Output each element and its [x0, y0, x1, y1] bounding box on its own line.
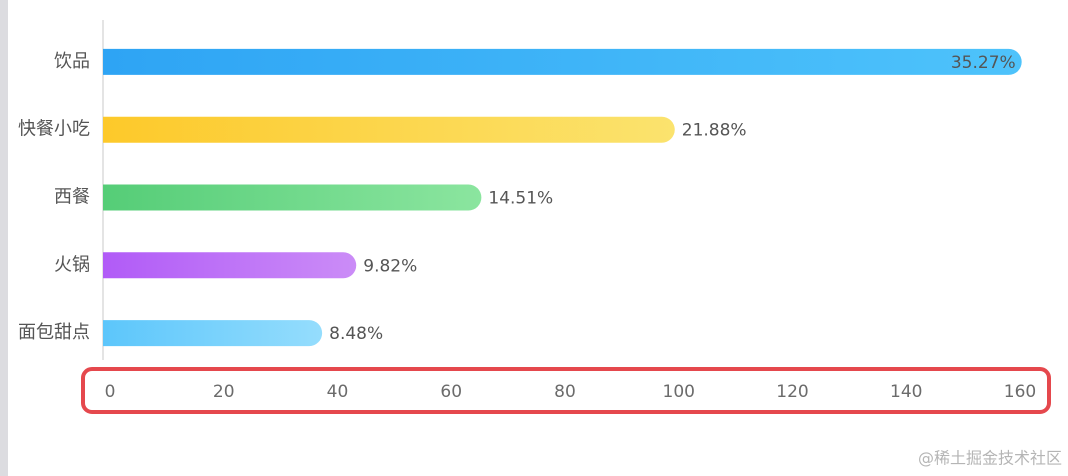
axis-highlight [81, 367, 1051, 414]
category-label: 饮品 [54, 51, 90, 72]
bar [103, 320, 323, 347]
x-tick-label: 160 [1004, 382, 1036, 402]
category-label: 西餐 [54, 187, 90, 208]
x-tick-label: 60 [440, 382, 462, 402]
bar [103, 48, 1022, 75]
category-label: 快餐小吃 [18, 119, 90, 140]
x-tick-label: 140 [890, 382, 922, 402]
x-tick-label: 120 [776, 382, 808, 402]
value-label: 14.51% [488, 189, 553, 209]
x-tick-label: 80 [554, 382, 576, 402]
x-tick-label: 40 [327, 382, 349, 402]
category-label: 面包甜点 [18, 322, 90, 343]
bar [103, 116, 675, 143]
x-tick-label: 0 [105, 382, 116, 402]
bar [103, 252, 357, 279]
bar [103, 184, 482, 211]
watermark: @稀土掘金技术社区 [918, 449, 1062, 468]
x-tick-label: 100 [663, 382, 695, 402]
side-strip [0, 0, 8, 476]
value-label: 8.48% [329, 324, 383, 344]
value-label: 35.27% [951, 53, 1016, 73]
category-label: 火锅 [54, 254, 90, 275]
value-label: 9.82% [363, 256, 417, 276]
x-tick-label: 20 [213, 382, 235, 402]
value-label: 21.88% [682, 121, 747, 141]
